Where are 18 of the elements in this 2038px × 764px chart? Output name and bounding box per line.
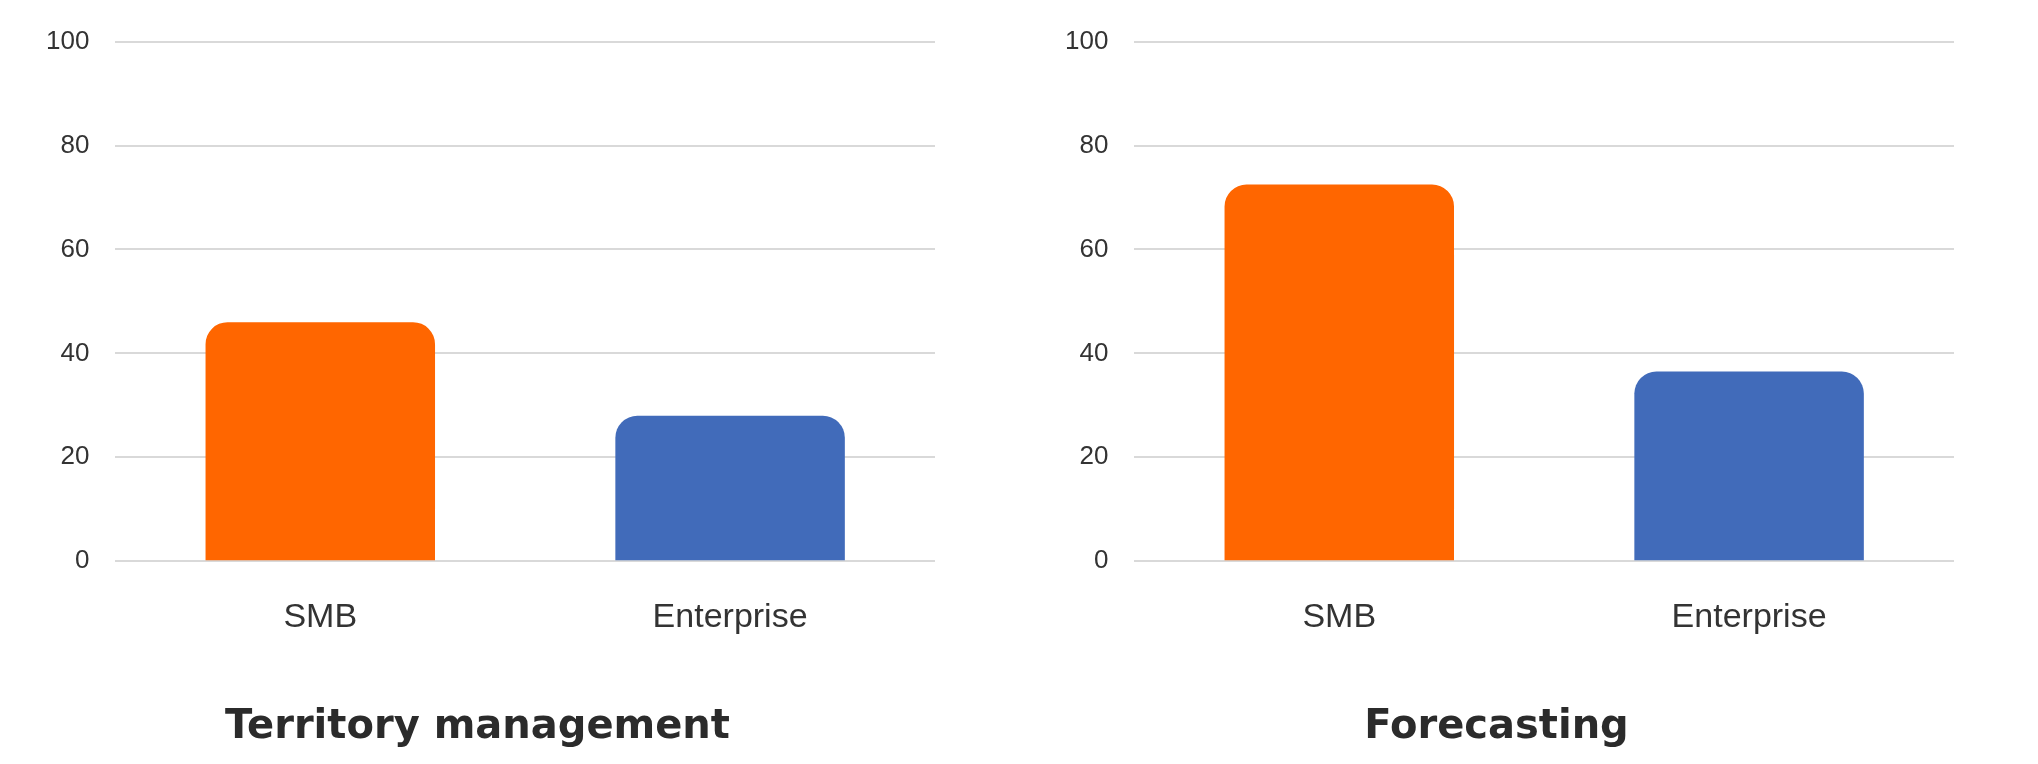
y-tick-label: 0 xyxy=(74,544,90,575)
text: Forecasting xyxy=(1364,701,1629,748)
y-tick-label: 0 xyxy=(1093,544,1109,575)
y-tick-label: 40 xyxy=(60,336,90,367)
y-tick-label: 100 xyxy=(1064,24,1109,55)
y-tick-label: 100 xyxy=(45,24,90,55)
y-tick-label: 60 xyxy=(60,232,90,263)
y-tick-label: 60 xyxy=(1079,232,1109,263)
x-tick-label: SMB xyxy=(283,595,358,634)
x-tick-label: SMB xyxy=(1302,595,1377,634)
y-tick-label: 20 xyxy=(1079,440,1109,471)
y-tick-label: 80 xyxy=(1079,128,1109,159)
x-tick-label: Enterprise xyxy=(652,595,808,634)
y-tick-label: 20 xyxy=(60,440,90,471)
x-tick-label: Enterprise xyxy=(1671,595,1827,634)
y-tick-label: 80 xyxy=(60,128,90,159)
y-tick-label: 40 xyxy=(1079,336,1109,367)
text: Territory management xyxy=(225,701,730,748)
